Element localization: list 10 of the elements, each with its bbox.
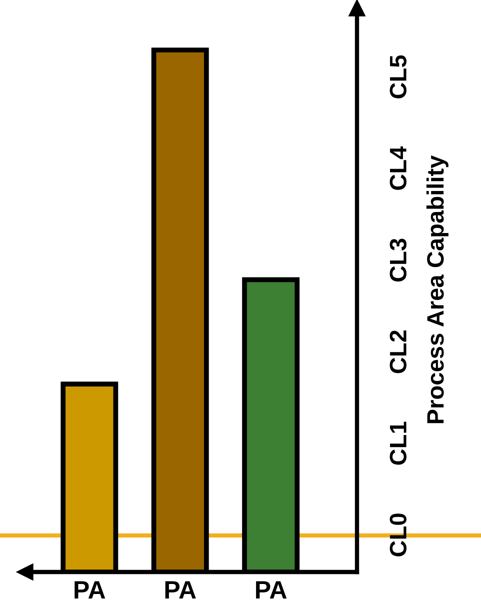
y-axis-title: Process Area Capability — [426, 155, 448, 424]
x-tick-label: PA — [74, 581, 106, 598]
text: CL5 — [390, 55, 406, 98]
text: CL1 — [390, 422, 406, 465]
text: CL2 — [390, 330, 406, 374]
text: CL4 — [390, 146, 406, 190]
x-tick-label: PA — [165, 581, 196, 598]
text: CL0 — [390, 514, 406, 556]
x-tick-label: PA — [256, 581, 287, 598]
text: CL3 — [390, 238, 407, 282]
